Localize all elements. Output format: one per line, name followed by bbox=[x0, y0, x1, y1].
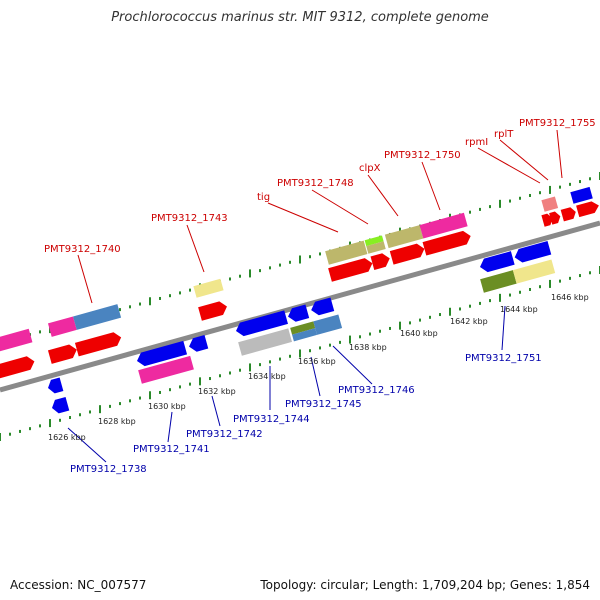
gene-arrow[interactable] bbox=[389, 242, 427, 265]
gene-block[interactable] bbox=[570, 186, 593, 204]
gene-label[interactable]: PMT9312_1755 bbox=[519, 118, 596, 129]
leader-line bbox=[367, 174, 399, 217]
gene-arrow[interactable] bbox=[135, 340, 188, 368]
gene-label[interactable]: PMT9312_1744 bbox=[233, 414, 310, 425]
leader-line bbox=[310, 356, 321, 397]
scale-label: 1632 kbp bbox=[198, 387, 236, 396]
scale-label: 1646 kbp bbox=[551, 293, 589, 302]
leader-line bbox=[332, 345, 373, 385]
gene-block[interactable] bbox=[73, 304, 122, 330]
gene-label[interactable]: PMT9312_1740 bbox=[44, 244, 121, 255]
gene-label[interactable]: PMT9312_1743 bbox=[151, 213, 228, 224]
leader-line bbox=[167, 411, 173, 443]
gene-block[interactable] bbox=[480, 270, 517, 293]
gene-block[interactable] bbox=[512, 259, 556, 284]
gene-arrow[interactable] bbox=[0, 355, 36, 380]
gene-arrow[interactable] bbox=[234, 310, 288, 337]
scale-label: 1628 kbp bbox=[98, 417, 136, 426]
scale-label: 1644 kbp bbox=[500, 305, 538, 314]
gene-arrow[interactable] bbox=[576, 200, 600, 218]
gene-label[interactable]: tig bbox=[257, 192, 270, 203]
gene-block[interactable] bbox=[47, 316, 77, 337]
gene-arrow-rplt[interactable] bbox=[549, 210, 562, 225]
gene-label[interactable]: PMT9312_1746 bbox=[338, 385, 415, 396]
gene-block[interactable] bbox=[193, 278, 224, 298]
scale-label: 1640 kbp bbox=[400, 329, 438, 338]
gene-arrow[interactable] bbox=[560, 206, 578, 222]
gene-block[interactable] bbox=[541, 196, 559, 212]
gene-block[interactable] bbox=[366, 241, 386, 254]
leader-line bbox=[556, 129, 563, 179]
accession-text: Accession: NC_007577 bbox=[10, 578, 147, 592]
gene-label[interactable]: PMT9312_1745 bbox=[285, 399, 362, 410]
gene-arrow[interactable] bbox=[187, 335, 209, 353]
reverse-genes bbox=[46, 241, 556, 415]
gene-label[interactable]: PMT9312_1748 bbox=[277, 178, 354, 189]
gene-block-tig[interactable] bbox=[325, 240, 368, 265]
gene-block[interactable] bbox=[238, 328, 292, 356]
gene-label[interactable]: PMT9312_1751 bbox=[465, 353, 542, 364]
leader-line bbox=[211, 395, 221, 427]
gene-block-1750[interactable] bbox=[419, 212, 468, 239]
gene-arrow[interactable] bbox=[47, 343, 79, 364]
leader-line bbox=[267, 202, 339, 233]
leader-line bbox=[311, 189, 369, 225]
scale-labels: 1626 kbp 1628 kbp 1630 kbp 1632 kbp 1634… bbox=[48, 293, 589, 442]
gene-arrow[interactable] bbox=[46, 377, 64, 395]
gene-arrow[interactable] bbox=[74, 331, 123, 357]
gene-block[interactable] bbox=[0, 328, 33, 353]
leader-lines bbox=[67, 129, 563, 463]
gene-arrow[interactable] bbox=[198, 300, 229, 321]
gene-label[interactable]: PMT9312_1742 bbox=[186, 429, 263, 440]
gene-block[interactable] bbox=[313, 314, 343, 335]
scale-label: 1630 kbp bbox=[148, 402, 186, 411]
gene-block[interactable] bbox=[290, 321, 316, 335]
gene-label[interactable]: PMT9312_1750 bbox=[384, 150, 461, 161]
leader-line bbox=[499, 139, 549, 181]
scale-label: 1626 kbp bbox=[48, 433, 86, 442]
leader-line bbox=[501, 305, 506, 351]
leader-line bbox=[477, 147, 541, 184]
gene-label[interactable]: clpX bbox=[359, 163, 381, 174]
gene-label[interactable]: PMT9312_1741 bbox=[133, 444, 210, 455]
gene-arrow[interactable] bbox=[370, 252, 392, 270]
gene-arrow[interactable] bbox=[50, 396, 70, 415]
genome-summary-text: Topology: circular; Length: 1,709,204 bp… bbox=[260, 578, 590, 592]
gene-block[interactable] bbox=[292, 328, 318, 342]
scale-label: 1638 kbp bbox=[349, 343, 387, 352]
gene-arrow-rpmi[interactable] bbox=[541, 213, 554, 227]
gene-arrow[interactable] bbox=[286, 304, 310, 323]
scale-label: 1636 kbp bbox=[298, 357, 336, 366]
gene-arrow[interactable] bbox=[422, 229, 473, 256]
genome-title: Prochlorococcus marinus str. MIT 9312, c… bbox=[111, 10, 489, 25]
gene-labels-top: PMT9312_1740 PMT9312_1743 tig PMT9312_17… bbox=[44, 118, 596, 255]
gene-block[interactable] bbox=[364, 235, 384, 247]
gene-block-clpx[interactable] bbox=[384, 225, 424, 249]
forward-genes bbox=[0, 186, 600, 380]
scale-label: 1634 kbp bbox=[248, 372, 286, 381]
gene-label[interactable]: rpmI bbox=[465, 137, 488, 148]
leader-line bbox=[77, 254, 93, 304]
gene-arrow[interactable] bbox=[328, 256, 374, 282]
gene-label[interactable]: rplT bbox=[494, 129, 514, 140]
leader-line bbox=[186, 224, 205, 273]
gene-labels-bottom: PMT9312_1738 PMT9312_1741 PMT9312_1742 P… bbox=[70, 353, 542, 475]
leader-line bbox=[421, 161, 441, 211]
gene-label[interactable]: PMT9312_1738 bbox=[70, 464, 147, 475]
gene-block[interactable] bbox=[138, 355, 194, 384]
leader-line bbox=[67, 427, 107, 463]
gene-arrow[interactable] bbox=[513, 241, 552, 264]
gene-arrow[interactable] bbox=[478, 251, 515, 274]
gene-arrow[interactable] bbox=[309, 297, 335, 317]
scale-label: 1642 kbp bbox=[450, 317, 488, 326]
